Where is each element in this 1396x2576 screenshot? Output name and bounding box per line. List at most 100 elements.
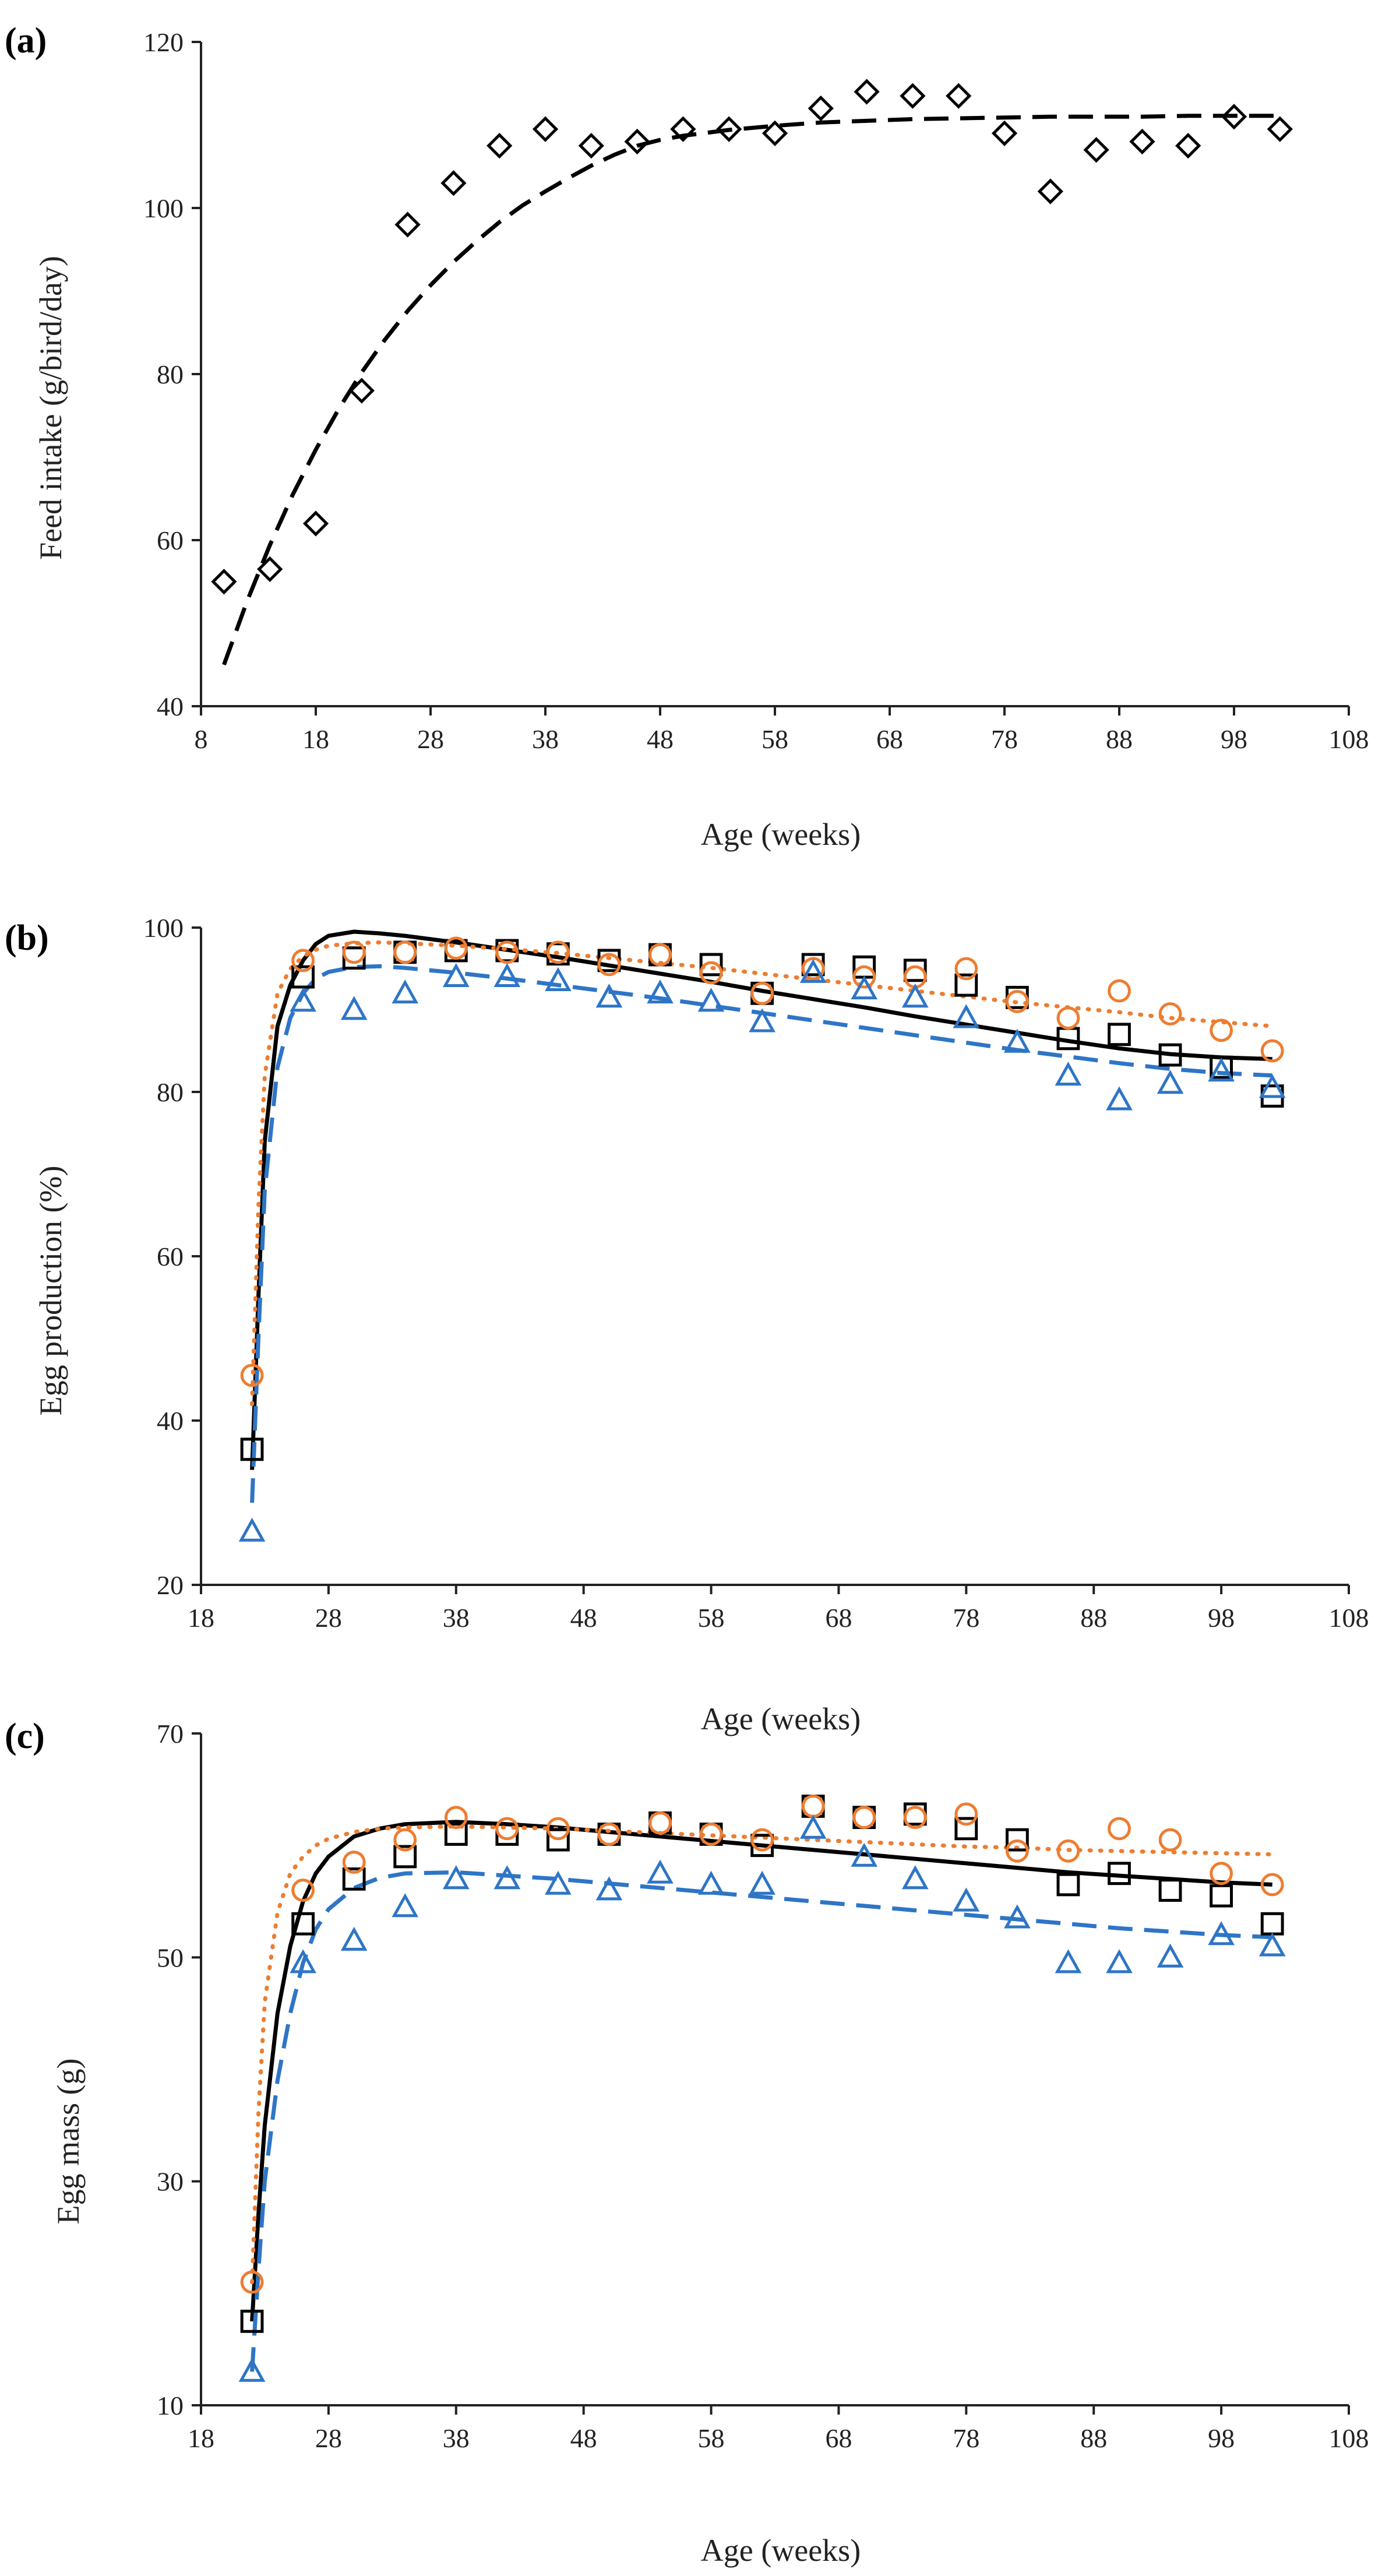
panel-c-x-tick-label: 48 <box>570 2423 597 2453</box>
panel-b-triangle-point <box>442 963 470 987</box>
panel-b-square-point <box>342 946 366 970</box>
panel-a-x-tick-label: 8 <box>195 724 208 754</box>
panel-b-label: (b) <box>5 918 49 958</box>
panel-c-x-tick-label: 18 <box>188 2423 214 2453</box>
panel-b-fit-line-dashed <box>250 964 1272 1503</box>
panel-a-diamond-point <box>1083 137 1109 163</box>
panel-b-square-point <box>954 973 978 997</box>
panel-b-y-tick-label: 20 <box>157 1570 184 1600</box>
panel-a-diamond-point <box>211 569 237 595</box>
panel-c-x-tick-label: 58 <box>698 2423 725 2453</box>
panel-b-square-point <box>291 965 315 989</box>
panel-a-diamond-point <box>1129 128 1155 155</box>
panel-b-triangle-point <box>1157 1070 1184 1094</box>
panel-c-label: (c) <box>5 1717 45 1756</box>
panel-c-circle-point <box>648 1811 672 1835</box>
panel-c-square-point <box>954 1817 978 1841</box>
panel-c-triangle-point <box>1004 1904 1031 1929</box>
panel-c-triangle-point <box>1208 1921 1235 1946</box>
panel-c-square-point <box>1210 1884 1233 1908</box>
panel-c-fit-line-dotted <box>250 1824 1275 2285</box>
panel-c-circle-point <box>393 1828 417 1852</box>
panel-c-circle-point <box>597 1823 621 1846</box>
panel-b-y-axis-title: Egg production (%) <box>33 1166 68 1416</box>
panel-c-circle-point <box>342 1851 366 1874</box>
panel-b: (b) Age (weeks) Egg production (%) 18 28 3… <box>5 913 1369 1736</box>
panel-c-triangle-point <box>1258 1932 1286 1957</box>
panel-a-x-tick-label: 38 <box>532 724 559 754</box>
panel-b-triangle-point <box>901 984 929 1008</box>
panel-c-circle-point <box>1260 1873 1284 1897</box>
panel-a-x-tick-label: 88 <box>1106 724 1133 754</box>
panel-b-square-point <box>699 953 723 977</box>
panel-b-circle-point <box>444 936 468 960</box>
panel-b-triangle-point <box>953 1004 980 1028</box>
panel-a-diamond-point <box>1037 178 1063 205</box>
panel-c-triangle-point <box>901 1865 929 1890</box>
panel-b-circle-point <box>240 1363 264 1387</box>
panel-c-square-point <box>1005 1828 1029 1852</box>
panel-c-x-axis-title: Age (weeks) <box>701 2533 861 2568</box>
panel-a-diamond-point <box>394 212 421 238</box>
panel-c-triangle-point <box>595 1876 623 1901</box>
panel-b-circle-point <box>597 953 621 977</box>
panel-a-x-tick-label: 18 <box>302 724 329 754</box>
panel-b-x-tick-label: 88 <box>1080 1603 1107 1633</box>
panel-a-diamond-point <box>440 170 467 196</box>
panel-c-square-point <box>1260 1912 1284 1936</box>
panel-b-circle-point <box>342 940 366 964</box>
panel-c-triangle-point <box>238 2357 266 2382</box>
panel-b-circle-point <box>393 940 417 964</box>
panel-b-triangle-point <box>1106 1086 1133 1111</box>
panel-c-triangle-point <box>799 1814 827 1839</box>
panel-b-y-tick-label: 80 <box>157 1077 184 1107</box>
panel-a-y-tick-label: 40 <box>157 692 184 721</box>
panel-a-diamond-point <box>762 120 788 146</box>
panel-a-diamond-point <box>532 116 559 142</box>
panel-c-square-point <box>546 1828 570 1852</box>
panel-a-x-tick-label: 58 <box>762 724 788 754</box>
panel-c-triangle-point <box>1157 1943 1184 1968</box>
panel-b-x-tick-label: 58 <box>698 1603 725 1633</box>
panel-c-circle-point <box>750 1828 774 1852</box>
panel-a-y-tick-label: 100 <box>143 193 184 223</box>
panel-c-triangle-point <box>697 1870 725 1895</box>
panel-b-circle-point <box>546 940 570 964</box>
panel-c-circle-point <box>495 1817 519 1841</box>
panel-b-square-point <box>1108 1023 1131 1046</box>
panel-b-x-tick-label: 18 <box>188 1603 214 1633</box>
panel-b-triangle-point <box>799 958 827 983</box>
panel-b-x-tick-label: 38 <box>443 1603 470 1633</box>
panel-c-square-point <box>444 1823 468 1846</box>
panel-c-triangle-point <box>953 1887 980 1912</box>
panel-b-y-tick-label: 100 <box>143 913 184 943</box>
panel-c-circle-point <box>1158 1828 1182 1852</box>
panel-b-x-tick-label: 48 <box>570 1603 597 1633</box>
panel-b-circle-point <box>1005 990 1029 1013</box>
panel-a-diamond-point <box>1267 116 1293 142</box>
panel-a-y-tick-label: 60 <box>157 526 184 555</box>
panel-b-triangle-point <box>851 975 878 1000</box>
panel-a-fit-line-dashed <box>222 114 1280 665</box>
panel-c-x-tick-label: 28 <box>315 2423 342 2453</box>
panel-a-diamond-point <box>624 128 650 155</box>
panel-c-square-point <box>393 1845 417 1869</box>
panel-a-diamond-point <box>348 378 375 404</box>
panel-c-circle-point <box>903 1806 927 1830</box>
panel-c-y-axis-title: Egg mass (g) <box>51 2059 86 2225</box>
panel-b-x-tick-label: 68 <box>825 1603 852 1633</box>
panel-a-y-axis-title: Feed intake (g/bird/day) <box>33 256 68 560</box>
panel-b-circle-point <box>1108 979 1131 1003</box>
panel-b-triangle-point <box>647 979 674 1004</box>
panel-b-circle-point <box>1056 1006 1080 1030</box>
panel-b-triangle-point <box>595 984 623 1008</box>
panel-c-circle-point <box>1056 1839 1080 1863</box>
panel-a-label: (a) <box>5 21 47 61</box>
panel-a-y-tick-label: 120 <box>143 27 184 57</box>
panel-a-diamond-point <box>302 510 329 537</box>
panel-c-circle-point <box>1005 1839 1029 1863</box>
panel-b-triangle-point <box>545 967 572 992</box>
panel-b-circle-point <box>750 981 774 1005</box>
panel-c-circle-point <box>801 1795 825 1818</box>
